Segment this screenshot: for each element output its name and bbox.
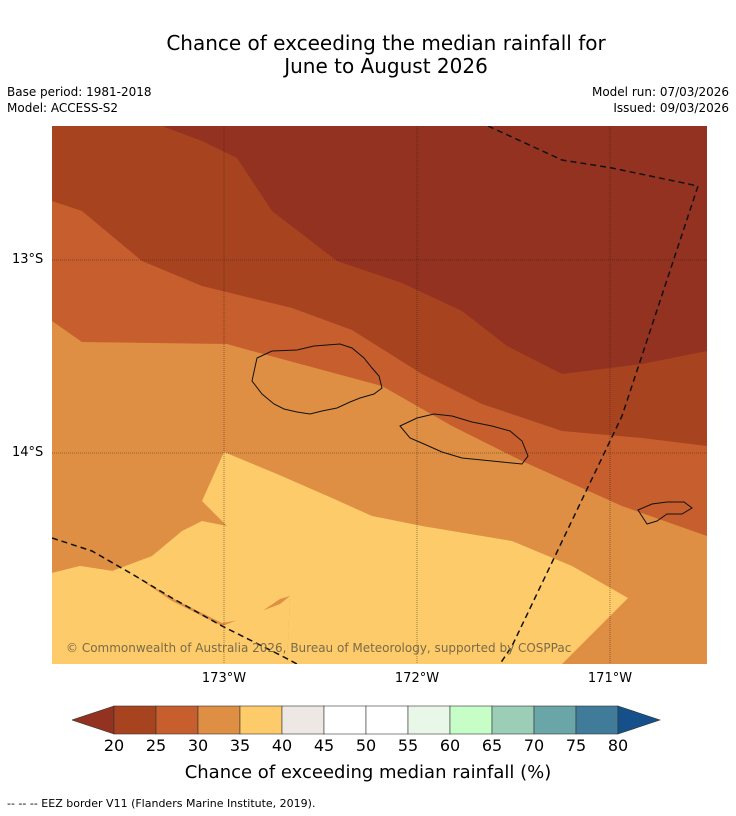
colorbar-high-extend xyxy=(617,705,661,735)
colorbar-tick-label: 25 xyxy=(145,736,167,755)
model-run-label: Model run: 07/03/2026 xyxy=(591,85,729,99)
tutuila-island xyxy=(637,501,693,525)
colorbar-segment xyxy=(533,705,577,735)
lon-label-172w: 172°W xyxy=(394,671,440,686)
colorbar-tick-label: 70 xyxy=(523,736,545,755)
eez-border xyxy=(52,126,699,664)
colorbar-segment xyxy=(449,705,493,735)
colorbar-tick-label: 20 xyxy=(103,736,125,755)
colorbar-segment xyxy=(239,705,283,735)
colorbar-segment xyxy=(407,705,451,735)
colorbar-label: Chance of exceeding median rainfall (%) xyxy=(184,762,552,783)
eez-legend-note: -- -- -- EEZ border V11 (Flanders Marine… xyxy=(7,797,316,810)
savaii-island xyxy=(251,343,383,415)
base-period-label: Base period: 1981-2018 xyxy=(7,85,152,99)
model-label: Model: ACCESS-S2 xyxy=(7,101,119,115)
colorbar-tick-label: 75 xyxy=(565,736,587,755)
colorbar-segment xyxy=(197,705,241,735)
colorbar-tick-label: 45 xyxy=(313,736,335,755)
colorbar-segment xyxy=(575,705,619,735)
rainfall-map[interactable] xyxy=(52,126,707,664)
lon-label-173w: 173°W xyxy=(201,671,247,686)
copyright-notice: © Commonwealth of Australia 2026, Bureau… xyxy=(66,641,572,655)
region-below-20 xyxy=(162,126,707,374)
region-35-40-left-fill xyxy=(52,566,290,664)
region-35-40-left xyxy=(52,521,290,623)
coastlines xyxy=(251,343,693,525)
colorbar-tick-label: 80 xyxy=(607,736,629,755)
colorbar-low-extend xyxy=(71,705,115,735)
colorbar-segment xyxy=(491,705,535,735)
colorbar-segment xyxy=(113,705,157,735)
lat-label-14s: 14°S xyxy=(12,445,44,460)
lon-label-171w: 171°W xyxy=(587,671,633,686)
map-title-line1: Chance of exceeding the median rainfall … xyxy=(166,31,606,55)
upolu-island xyxy=(399,413,529,465)
lat-label-13s: 13°S xyxy=(12,252,44,267)
colorbar-tick-label: 40 xyxy=(271,736,293,755)
issued-label: Issued: 09/03/2026 xyxy=(613,101,729,115)
colorbar xyxy=(71,704,666,740)
colorbar-segment xyxy=(323,705,367,735)
colorbar-tick-label: 65 xyxy=(481,736,503,755)
colorbar-segment xyxy=(155,705,199,735)
colorbar-segment xyxy=(365,705,409,735)
map-title-line2: June to August 2026 xyxy=(284,54,488,78)
colorbar-tick-label: 60 xyxy=(439,736,461,755)
graticule xyxy=(52,126,707,664)
colorbar-tick-label: 30 xyxy=(187,736,209,755)
colorbar-segment xyxy=(281,705,325,735)
colorbar-tick-label: 55 xyxy=(397,736,419,755)
colorbar-tick-label: 35 xyxy=(229,736,251,755)
colorbar-tick-label: 50 xyxy=(355,736,377,755)
region-35-40-main xyxy=(202,452,628,664)
